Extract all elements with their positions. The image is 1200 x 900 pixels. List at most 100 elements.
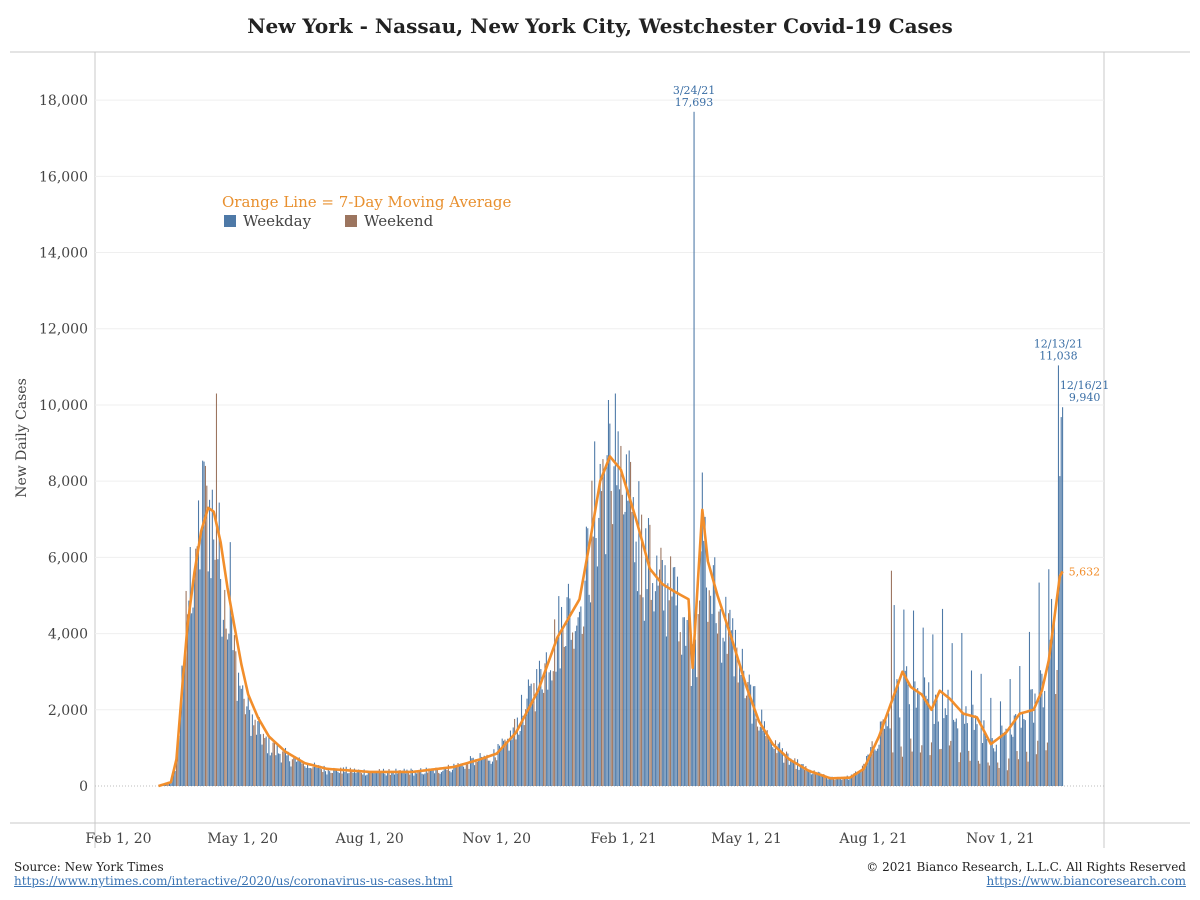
bar-weekend bbox=[1027, 761, 1029, 786]
bar-weekday bbox=[403, 768, 405, 786]
bar-weekend bbox=[911, 751, 913, 786]
bar-weekend bbox=[737, 682, 739, 786]
bar-weekend bbox=[253, 725, 255, 786]
bar-weekend bbox=[428, 768, 430, 786]
bar-weekday bbox=[393, 774, 396, 786]
bar-weekday bbox=[605, 554, 607, 786]
legend-swatch-weekend bbox=[345, 215, 357, 227]
bar-weekday bbox=[363, 769, 365, 786]
bar-weekday bbox=[743, 670, 745, 786]
bar-weekday bbox=[171, 779, 173, 786]
bar-weekend bbox=[621, 494, 623, 786]
bar-weekday bbox=[385, 775, 387, 786]
bar-weekend bbox=[262, 733, 264, 786]
bar-weekday bbox=[886, 726, 888, 786]
bar-weekday bbox=[482, 759, 484, 786]
bar-weekday bbox=[922, 627, 924, 786]
bar-weekend bbox=[370, 771, 372, 786]
bar-weekday bbox=[681, 654, 683, 786]
bar-weekday bbox=[744, 698, 746, 786]
bar-weekday bbox=[980, 673, 982, 786]
bar-weekend bbox=[233, 635, 235, 786]
bar-weekday bbox=[395, 768, 397, 786]
bar-weekday bbox=[558, 596, 560, 786]
bar-weekday bbox=[450, 772, 452, 786]
bar-weekday bbox=[487, 760, 489, 786]
bar-weekend bbox=[1046, 742, 1048, 786]
bar-weekday bbox=[200, 532, 202, 786]
bar-weekday bbox=[366, 774, 368, 786]
bar-weekday bbox=[770, 741, 772, 786]
bar-weekday bbox=[527, 679, 529, 786]
bar-weekday bbox=[257, 721, 259, 786]
bar-weekend bbox=[968, 750, 970, 786]
bar-weekday bbox=[238, 672, 240, 786]
bar-weekday bbox=[334, 768, 336, 786]
bar-weekday bbox=[548, 672, 550, 786]
bar-weekday bbox=[529, 685, 531, 786]
bar-weekday bbox=[239, 685, 241, 786]
bar-weekday bbox=[1042, 707, 1044, 786]
bar-weekend bbox=[554, 619, 556, 786]
bar-weekday bbox=[464, 768, 466, 786]
bar-weekend bbox=[475, 759, 477, 786]
bar-weekday bbox=[1039, 670, 1042, 786]
bar-weekend bbox=[697, 614, 699, 786]
bar-weekend bbox=[311, 768, 313, 786]
bar-weekday bbox=[788, 764, 790, 786]
bar-weekday bbox=[255, 734, 258, 786]
bar-weekday bbox=[838, 777, 840, 786]
bar-weekend bbox=[543, 692, 545, 786]
bar-weekday bbox=[609, 423, 611, 786]
x-tick-label: Feb 1, 21 bbox=[591, 831, 657, 847]
bar-weekday bbox=[309, 768, 311, 786]
bar-weekday bbox=[318, 765, 320, 786]
bar-weekday bbox=[714, 557, 716, 786]
bar-weekend bbox=[630, 461, 632, 786]
bar-weekend bbox=[214, 559, 216, 786]
bar-weekend bbox=[196, 546, 198, 786]
bar-weekend bbox=[254, 719, 256, 786]
bar-weekday bbox=[411, 769, 414, 786]
bar-weekday bbox=[439, 773, 441, 786]
bar-weekday bbox=[170, 781, 172, 786]
bar-weekday bbox=[636, 591, 638, 786]
bar-weekend bbox=[264, 738, 266, 786]
bar-weekend bbox=[785, 751, 788, 786]
copyright-text: © 2021 Bianco Research, L.L.C. All Right… bbox=[866, 860, 1186, 874]
bar-weekday bbox=[812, 773, 814, 786]
bar-weekday bbox=[536, 669, 538, 786]
bar-weekday bbox=[289, 761, 291, 786]
bar-weekend bbox=[467, 764, 469, 786]
bar-weekday bbox=[723, 641, 725, 786]
bar-weekday bbox=[623, 514, 625, 786]
bar-weekday bbox=[209, 499, 211, 786]
source-link[interactable]: https://www.nytimes.com/interactive/2020… bbox=[14, 874, 453, 888]
bar-weekday bbox=[831, 776, 833, 786]
bar-weekday bbox=[305, 767, 307, 786]
bar-weekend bbox=[718, 611, 720, 786]
bar-weekday bbox=[973, 729, 975, 786]
site-link[interactable]: https://www.biancoresearch.com bbox=[986, 874, 1186, 888]
bar-weekend bbox=[195, 548, 197, 786]
bar-weekday bbox=[355, 773, 357, 786]
bar-weekend bbox=[523, 725, 525, 786]
bar-weekday bbox=[197, 500, 200, 786]
bar-weekday bbox=[671, 596, 673, 786]
bar-weekday bbox=[540, 669, 542, 786]
bar-weekend bbox=[1008, 758, 1010, 786]
bar-weekday bbox=[210, 578, 212, 786]
bar-weekday bbox=[1052, 635, 1054, 786]
bar-weekday bbox=[374, 772, 376, 786]
bar-weekend bbox=[215, 393, 218, 786]
bar-weekday bbox=[878, 744, 880, 786]
bar-weekend bbox=[959, 752, 961, 786]
bar-weekend bbox=[533, 683, 535, 786]
bar-weekend bbox=[660, 547, 662, 786]
bar-weekday bbox=[947, 689, 949, 786]
bar-weekday bbox=[740, 675, 742, 786]
bar-weekday bbox=[405, 773, 407, 786]
bar-weekend bbox=[610, 490, 612, 786]
bar-weekend bbox=[668, 600, 670, 786]
bar-weekend bbox=[612, 524, 614, 786]
